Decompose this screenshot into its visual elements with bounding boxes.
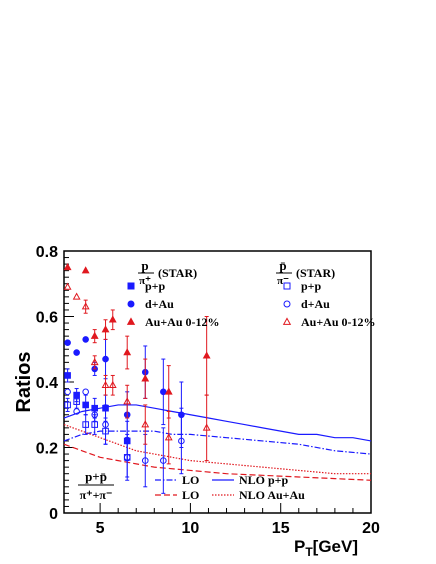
legend-marker bbox=[283, 282, 291, 290]
legend-marker bbox=[283, 300, 291, 308]
data-point bbox=[102, 355, 109, 363]
y-tick-label: 0 bbox=[49, 506, 58, 523]
curve-dashed bbox=[63, 443, 372, 481]
data-point bbox=[141, 420, 150, 428]
data-point bbox=[123, 397, 132, 405]
data-point bbox=[102, 421, 109, 428]
data-point bbox=[101, 325, 110, 333]
data-point bbox=[141, 374, 150, 382]
data-point bbox=[82, 401, 89, 409]
data-point bbox=[202, 351, 211, 359]
curve-dotted bbox=[63, 424, 371, 475]
x-tick-label: 10 bbox=[182, 520, 200, 537]
legend-label: p+p bbox=[301, 279, 322, 293]
curve-legend-label: LO bbox=[182, 473, 199, 487]
data-point bbox=[82, 388, 89, 396]
data-point bbox=[101, 380, 110, 389]
legend-label: p+p bbox=[145, 279, 166, 293]
data-point bbox=[73, 398, 80, 405]
plot-frame bbox=[63, 250, 372, 514]
x-tick-label: 15 bbox=[272, 520, 290, 537]
data-point bbox=[178, 437, 185, 445]
legend-marker bbox=[127, 300, 135, 308]
data-point bbox=[73, 349, 80, 356]
data-point bbox=[82, 421, 89, 428]
data-point bbox=[108, 380, 117, 389]
data-markers bbox=[63, 262, 211, 494]
y-axis-ticks: 0 0.2 0.4 0.6 0.8 bbox=[36, 244, 74, 523]
legend-marker bbox=[126, 317, 136, 325]
legend-label: d+Au bbox=[145, 297, 174, 311]
y-tick-label: 0.6 bbox=[36, 310, 58, 327]
legend-group-suffix: (STAR) bbox=[158, 266, 197, 280]
data-point bbox=[64, 388, 71, 396]
legend-marker bbox=[127, 282, 135, 290]
data-point bbox=[72, 292, 81, 300]
y-tick-label: 0.2 bbox=[36, 441, 58, 458]
curve-dashdot bbox=[63, 430, 372, 455]
data-point bbox=[123, 454, 131, 461]
data-point bbox=[164, 387, 173, 395]
y-tick-label: 0.8 bbox=[36, 244, 58, 261]
data-point bbox=[160, 388, 167, 396]
legend-fraction-denominator: π⁻ bbox=[277, 275, 289, 287]
x-axis-label: PT[GeV] bbox=[294, 537, 358, 559]
data-point bbox=[141, 457, 149, 464]
data-point bbox=[64, 372, 71, 379]
legend-fraction-numerator: p̄ bbox=[279, 258, 286, 273]
data-point bbox=[90, 357, 99, 366]
legend-fraction-numerator: p bbox=[141, 258, 148, 273]
data-point bbox=[73, 408, 80, 415]
data-point bbox=[63, 282, 72, 290]
inset-ratio-label: p+p̄ π⁺+π⁻ bbox=[78, 469, 114, 502]
legend-marker bbox=[282, 317, 292, 325]
legend-label: Au+Au 0-12% bbox=[145, 315, 220, 329]
data-point bbox=[63, 262, 72, 271]
inset-denominator: π⁺+π⁻ bbox=[80, 488, 113, 502]
curve-legend-label: LO bbox=[182, 488, 199, 502]
data-point bbox=[82, 336, 89, 343]
x-tick-label: 20 bbox=[362, 520, 380, 537]
x-tick-label: 5 bbox=[96, 520, 105, 537]
y-axis-label: Ratios bbox=[13, 351, 35, 412]
curve-solid bbox=[63, 404, 372, 442]
data-point bbox=[90, 331, 99, 339]
legend-group-suffix: (STAR) bbox=[296, 266, 335, 280]
data-point bbox=[81, 266, 90, 274]
data-point bbox=[81, 302, 90, 310]
data-point bbox=[64, 401, 71, 409]
legend-label: d+Au bbox=[301, 297, 330, 311]
theory-curves bbox=[63, 404, 372, 481]
legend-label: Au+Au 0-12% bbox=[301, 315, 376, 329]
curve-legend-label: NLO Au+Au bbox=[239, 488, 305, 502]
legend-fraction-denominator: π⁺ bbox=[139, 275, 151, 287]
data-point bbox=[123, 348, 132, 356]
data-point bbox=[108, 315, 117, 323]
data-point bbox=[160, 457, 167, 464]
x-axis-ticks: 5 10 15 20 bbox=[63, 503, 380, 537]
data-point bbox=[91, 411, 98, 419]
curve-legend-label: NLO p+p bbox=[239, 473, 289, 487]
data-point bbox=[164, 433, 173, 441]
data-point bbox=[64, 339, 71, 347]
inset-numerator: p+p̄ bbox=[85, 469, 107, 484]
y-tick-label: 0.4 bbox=[36, 375, 58, 392]
data-point bbox=[202, 423, 211, 431]
